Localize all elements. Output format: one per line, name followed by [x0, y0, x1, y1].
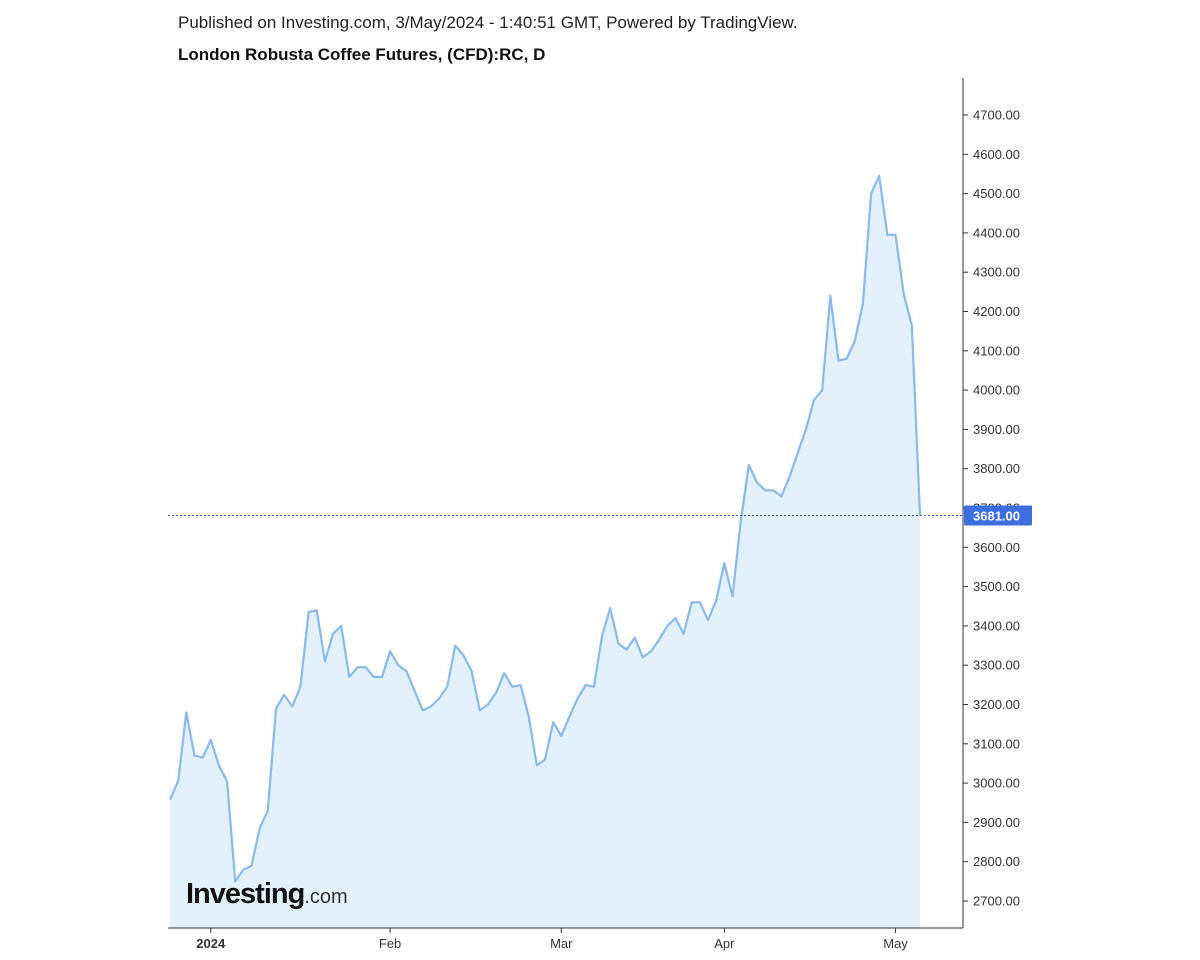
x-tick-label: May: [883, 936, 908, 951]
y-tick-label: 4000.00: [973, 383, 1020, 398]
logo-tld: .com: [304, 886, 348, 908]
y-tick-label: 3200.00: [973, 697, 1020, 712]
x-tick-label: Feb: [379, 936, 401, 951]
y-tick-label: 4500.00: [973, 186, 1020, 201]
y-tick-label: 3100.00: [973, 736, 1020, 751]
y-tick-label: 3500.00: [973, 579, 1020, 594]
y-tick-label: 3300.00: [973, 658, 1020, 673]
y-tick-label: 4300.00: [973, 265, 1020, 280]
y-tick-label: 4700.00: [973, 108, 1020, 123]
y-tick-label: 3400.00: [973, 618, 1020, 633]
last-price-badge: [964, 505, 1032, 526]
y-tick-label: 2900.00: [973, 815, 1020, 830]
y-tick-label: 4600.00: [973, 147, 1020, 162]
x-axis: 2024 Feb Mar Apr May: [196, 928, 908, 951]
x-tick-label: Apr: [714, 936, 735, 951]
investing-logo: Investing.com: [186, 878, 348, 911]
y-tick-label: 4100.00: [973, 343, 1020, 358]
chart-title: London Robusta Coffee Futures, (CFD):RC,…: [178, 45, 546, 64]
last-price-label: 3681.00: [973, 508, 1020, 523]
y-tick-label: 4200.00: [973, 304, 1020, 319]
price-line: [168, 174, 922, 883]
x-tick-label: Mar: [550, 936, 573, 951]
y-tick-label: 4400.00: [973, 225, 1020, 240]
publish-info: Published on Investing.com, 3/May/2024 -…: [178, 13, 798, 32]
y-tick-label: 2800.00: [973, 854, 1020, 869]
x-tick-label: 2024: [196, 936, 226, 951]
logo-brand: Investing: [186, 878, 305, 910]
price-area-fill: [170, 175, 920, 928]
plot-area: [168, 174, 963, 928]
y-tick-label: 2700.00: [973, 894, 1020, 909]
y-tick-label: 3800.00: [973, 461, 1020, 476]
y-tick-label: 3600.00: [973, 540, 1020, 555]
y-tick-label: 3900.00: [973, 422, 1020, 437]
y-tick-label: 3000.00: [973, 776, 1020, 791]
last-price-marker: 3681.00: [964, 505, 1032, 526]
y-axis: 2700.00 2800.00 2900.00 3000.00 3100.00 3200.…: [963, 108, 1020, 909]
